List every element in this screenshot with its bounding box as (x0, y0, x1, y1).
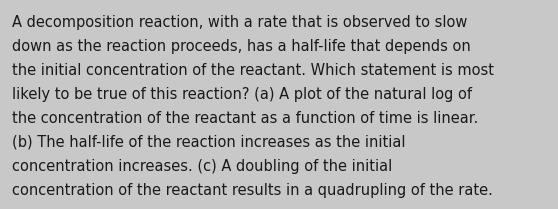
Text: the initial concentration of the reactant. Which statement is most: the initial concentration of the reactan… (12, 63, 494, 78)
Text: down as the reaction proceeds, has a half-life that depends on: down as the reaction proceeds, has a hal… (12, 39, 471, 54)
Text: A decomposition reaction, with a rate that is observed to slow: A decomposition reaction, with a rate th… (12, 15, 468, 30)
Text: (b) The half-life of the reaction increases as the initial: (b) The half-life of the reaction increa… (12, 135, 406, 150)
Text: the concentration of the reactant as a function of time is linear.: the concentration of the reactant as a f… (12, 111, 479, 126)
Text: likely to be true of this reaction? (a) A plot of the natural log of: likely to be true of this reaction? (a) … (12, 87, 472, 102)
Text: concentration increases. (c) A doubling of the initial: concentration increases. (c) A doubling … (12, 159, 392, 174)
Text: concentration of the reactant results in a quadrupling of the rate.: concentration of the reactant results in… (12, 183, 493, 198)
